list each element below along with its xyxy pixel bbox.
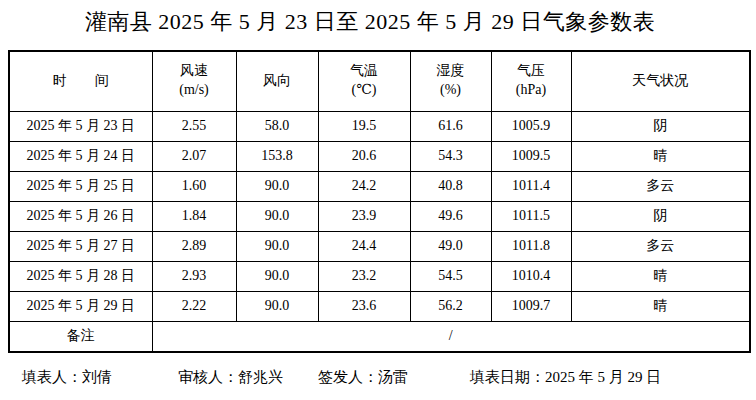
cell-weather: 晴 — [571, 141, 750, 171]
cell-temperature: 19.5 — [318, 111, 410, 141]
cell-pressure: 1009.5 — [491, 141, 571, 171]
cell-date: 2025 年 5 月 29 日 — [9, 291, 152, 321]
cell-wind-speed: 2.89 — [152, 231, 236, 261]
cell-weather: 阴 — [571, 111, 750, 141]
table-header-row: 时 间 风速(m/s) 风向 气温(℃) 湿度(%) 气压(hPa) 天气状况 — [9, 51, 750, 111]
cell-weather: 多云 — [571, 231, 750, 261]
cell-temperature: 24.4 — [318, 231, 410, 261]
cell-temperature: 24.2 — [318, 171, 410, 201]
header-weather-condition: 天气状况 — [571, 51, 750, 111]
cell-pressure: 1011.4 — [491, 171, 571, 201]
cell-wind-speed: 2.93 — [152, 261, 236, 291]
cell-pressure: 1009.7 — [491, 291, 571, 321]
table-row: 2025 年 5 月 23 日 2.55 58.0 19.5 61.6 1005… — [9, 111, 750, 141]
cell-date: 2025 年 5 月 28 日 — [9, 261, 152, 291]
page-title: 灌南县 2025 年 5 月 23 日至 2025 年 5 月 29 日气象参数… — [0, 7, 740, 37]
cell-wind-direction: 90.0 — [236, 291, 318, 321]
remark-label: 备注 — [9, 321, 152, 352]
table-row: 2025 年 5 月 24 日 2.07 153.8 20.6 54.3 100… — [9, 141, 750, 171]
cell-wind-speed: 2.07 — [152, 141, 236, 171]
table-row: 2025 年 5 月 25 日 1.60 90.0 24.2 40.8 1011… — [9, 171, 750, 201]
cell-humidity: 40.8 — [410, 171, 491, 201]
table-row: 2025 年 5 月 28 日 2.93 90.0 23.2 54.5 1010… — [9, 261, 750, 291]
cell-date: 2025 年 5 月 25 日 — [9, 171, 152, 201]
cell-date: 2025 年 5 月 27 日 — [9, 231, 152, 261]
cell-date: 2025 年 5 月 26 日 — [9, 201, 152, 231]
cell-wind-speed: 2.55 — [152, 111, 236, 141]
cell-temperature: 23.2 — [318, 261, 410, 291]
cell-wind-direction: 153.8 — [236, 141, 318, 171]
cell-wind-direction: 90.0 — [236, 201, 318, 231]
reviewer-label: 审核人：舒兆兴 — [178, 368, 283, 387]
cell-temperature: 23.6 — [318, 291, 410, 321]
remark-row: 备注 / — [9, 321, 750, 352]
cell-date: 2025 年 5 月 24 日 — [9, 141, 152, 171]
cell-pressure: 1011.8 — [491, 231, 571, 261]
table-row: 2025 年 5 月 27 日 2.89 90.0 24.4 49.0 1011… — [9, 231, 750, 261]
cell-wind-direction: 90.0 — [236, 261, 318, 291]
table-row: 2025 年 5 月 29 日 2.22 90.0 23.6 56.2 1009… — [9, 291, 750, 321]
table-row: 2025 年 5 月 26 日 1.84 90.0 23.9 49.6 1011… — [9, 201, 750, 231]
header-humidity: 湿度(%) — [410, 51, 491, 111]
cell-pressure: 1005.9 — [491, 111, 571, 141]
cell-humidity: 49.6 — [410, 201, 491, 231]
weather-report-page: 灌南县 2025 年 5 月 23 日至 2025 年 5 月 29 日气象参数… — [0, 0, 756, 400]
cell-temperature: 20.6 — [318, 141, 410, 171]
cell-weather: 晴 — [571, 291, 750, 321]
cell-wind-direction: 90.0 — [236, 231, 318, 261]
weather-table: 时 间 风速(m/s) 风向 气温(℃) 湿度(%) 气压(hPa) 天气状况 … — [8, 50, 751, 353]
header-pressure: 气压(hPa) — [491, 51, 571, 111]
header-time: 时 间 — [9, 51, 152, 111]
cell-wind-speed: 1.84 — [152, 201, 236, 231]
cell-wind-speed: 2.22 — [152, 291, 236, 321]
cell-temperature: 23.9 — [318, 201, 410, 231]
cell-humidity: 61.6 — [410, 111, 491, 141]
cell-wind-direction: 58.0 — [236, 111, 318, 141]
cell-date: 2025 年 5 月 23 日 — [9, 111, 152, 141]
issuer-label: 签发人：汤雷 — [318, 368, 408, 387]
signature-footer: 填表人：刘倩 审核人：舒兆兴 签发人：汤雷 填表日期：2025 年 5 月 29… — [0, 366, 756, 392]
cell-humidity: 54.3 — [410, 141, 491, 171]
cell-wind-direction: 90.0 — [236, 171, 318, 201]
cell-wind-speed: 1.60 — [152, 171, 236, 201]
cell-humidity: 54.5 — [410, 261, 491, 291]
cell-weather: 晴 — [571, 261, 750, 291]
cell-weather: 阴 — [571, 201, 750, 231]
cell-pressure: 1010.4 — [491, 261, 571, 291]
preparer-label: 填表人：刘倩 — [22, 368, 112, 387]
header-wind-speed: 风速(m/s) — [152, 51, 236, 111]
header-temperature: 气温(℃) — [318, 51, 410, 111]
cell-weather: 多云 — [571, 171, 750, 201]
cell-humidity: 49.0 — [410, 231, 491, 261]
cell-humidity: 56.2 — [410, 291, 491, 321]
remark-value: / — [152, 321, 750, 352]
cell-pressure: 1011.5 — [491, 201, 571, 231]
header-wind-direction: 风向 — [236, 51, 318, 111]
fill-date-label: 填表日期：2025 年 5 月 29 日 — [470, 368, 661, 387]
